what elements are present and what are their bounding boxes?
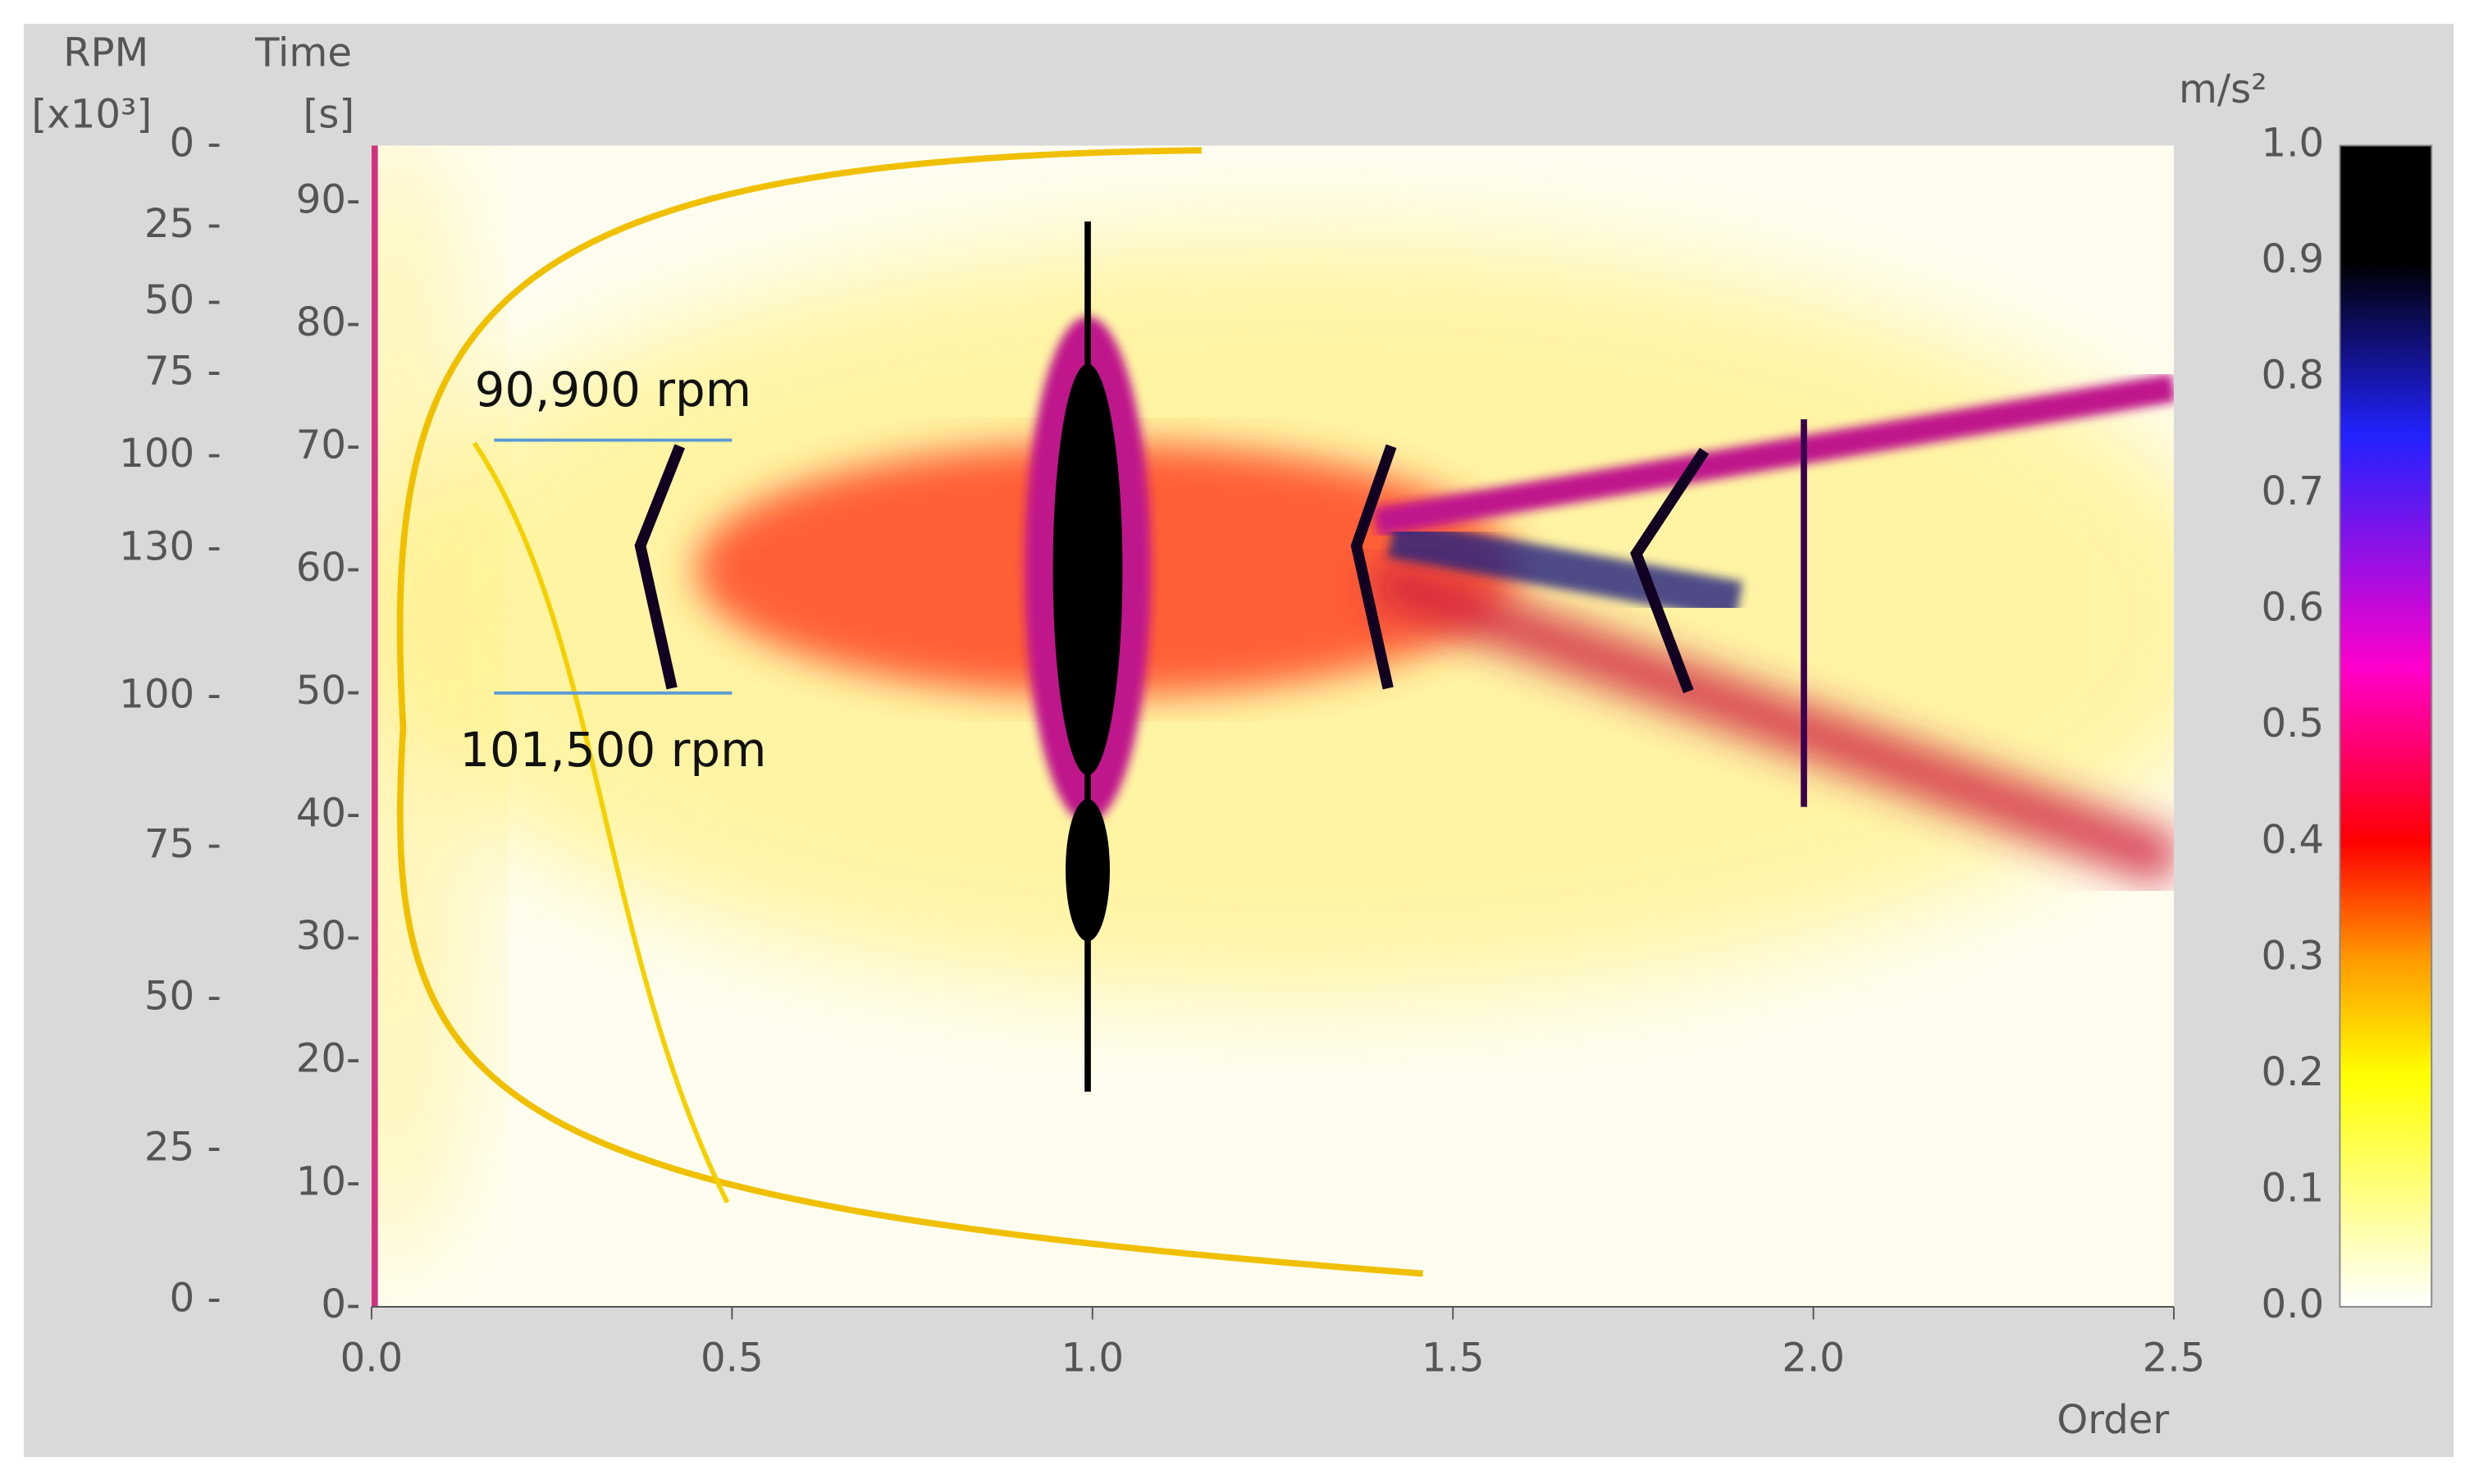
x-tick-label: 1.5 (1422, 1336, 1485, 1381)
y-axis-label: [s] (304, 92, 355, 138)
rpm-tick-label: 50 - (144, 277, 221, 323)
colorbar-tick-label: 0.8 (2262, 353, 2325, 399)
y-tick-label: 0- (321, 1281, 360, 1327)
rpm-tick-label: 50 - (144, 973, 221, 1019)
y-tick-label: 40- (296, 790, 361, 836)
spectrogram (371, 145, 2175, 1307)
rpm-tick-label: 25 - (144, 1124, 221, 1170)
y-tick-label: 50- (296, 668, 361, 714)
x-tick-label: 1.0 (1061, 1336, 1124, 1381)
x-tick-label: 0.5 (701, 1336, 764, 1381)
colorbar-tick-label: 0.5 (2262, 701, 2325, 747)
y-tick-label: 10- (296, 1158, 361, 1204)
y-axis-label: Time (254, 30, 352, 75)
rpm-tick-label: 130 - (119, 524, 221, 570)
rpm-tick-label: 100 - (119, 671, 221, 717)
colorbar-tick-label: 0.0 (2262, 1281, 2325, 1327)
rpm-tick-label: 0 - (169, 1276, 221, 1322)
y-tick-label: 80- (296, 299, 361, 345)
rpm-tick-label: 75 - (144, 821, 221, 867)
rpm-tick-label: 100 - (119, 431, 221, 477)
y-tick-label: 70- (296, 422, 361, 468)
x-tick-label: 2.5 (2143, 1336, 2206, 1381)
colorbar-tick-label: 0.2 (2262, 1049, 2325, 1095)
rpm-tick-label: 75 - (144, 349, 221, 395)
y-tick-label: 90- (296, 176, 361, 222)
rpm-axis-label: [x10³] (31, 92, 152, 138)
y-tick-label: 30- (296, 913, 361, 959)
colorbar-label: m/s² (2179, 66, 2267, 112)
x-axis-label: Order (2057, 1397, 2169, 1443)
colorbar-tick-label: 0.6 (2262, 585, 2325, 631)
x-tick-label: 0.0 (340, 1336, 404, 1381)
colorbar-tick-label: 0.9 (2262, 236, 2325, 282)
annotation-text: 90,900 rpm (475, 362, 751, 418)
rpm-axis-label: RPM (63, 30, 148, 75)
colorbar-tick-label: 0.1 (2262, 1165, 2325, 1211)
x-tick-label: 2.0 (1782, 1336, 1845, 1381)
colorbar-tick-label: 0.4 (2262, 817, 2325, 863)
annotation-text: 101,500 rpm (459, 722, 766, 778)
y-tick-label: 60- (296, 545, 361, 591)
y-tick-label: 20- (296, 1036, 361, 1082)
colorbar-tick-label: 0.7 (2262, 468, 2325, 514)
colorbar-tick-label: 0.3 (2262, 933, 2325, 979)
rpm-tick-label: 25 - (144, 201, 221, 247)
colorbar-tick-label: 1.0 (2262, 120, 2325, 166)
rpm-tick-label: 0 - (169, 120, 221, 166)
colorbar (2339, 144, 2433, 1308)
